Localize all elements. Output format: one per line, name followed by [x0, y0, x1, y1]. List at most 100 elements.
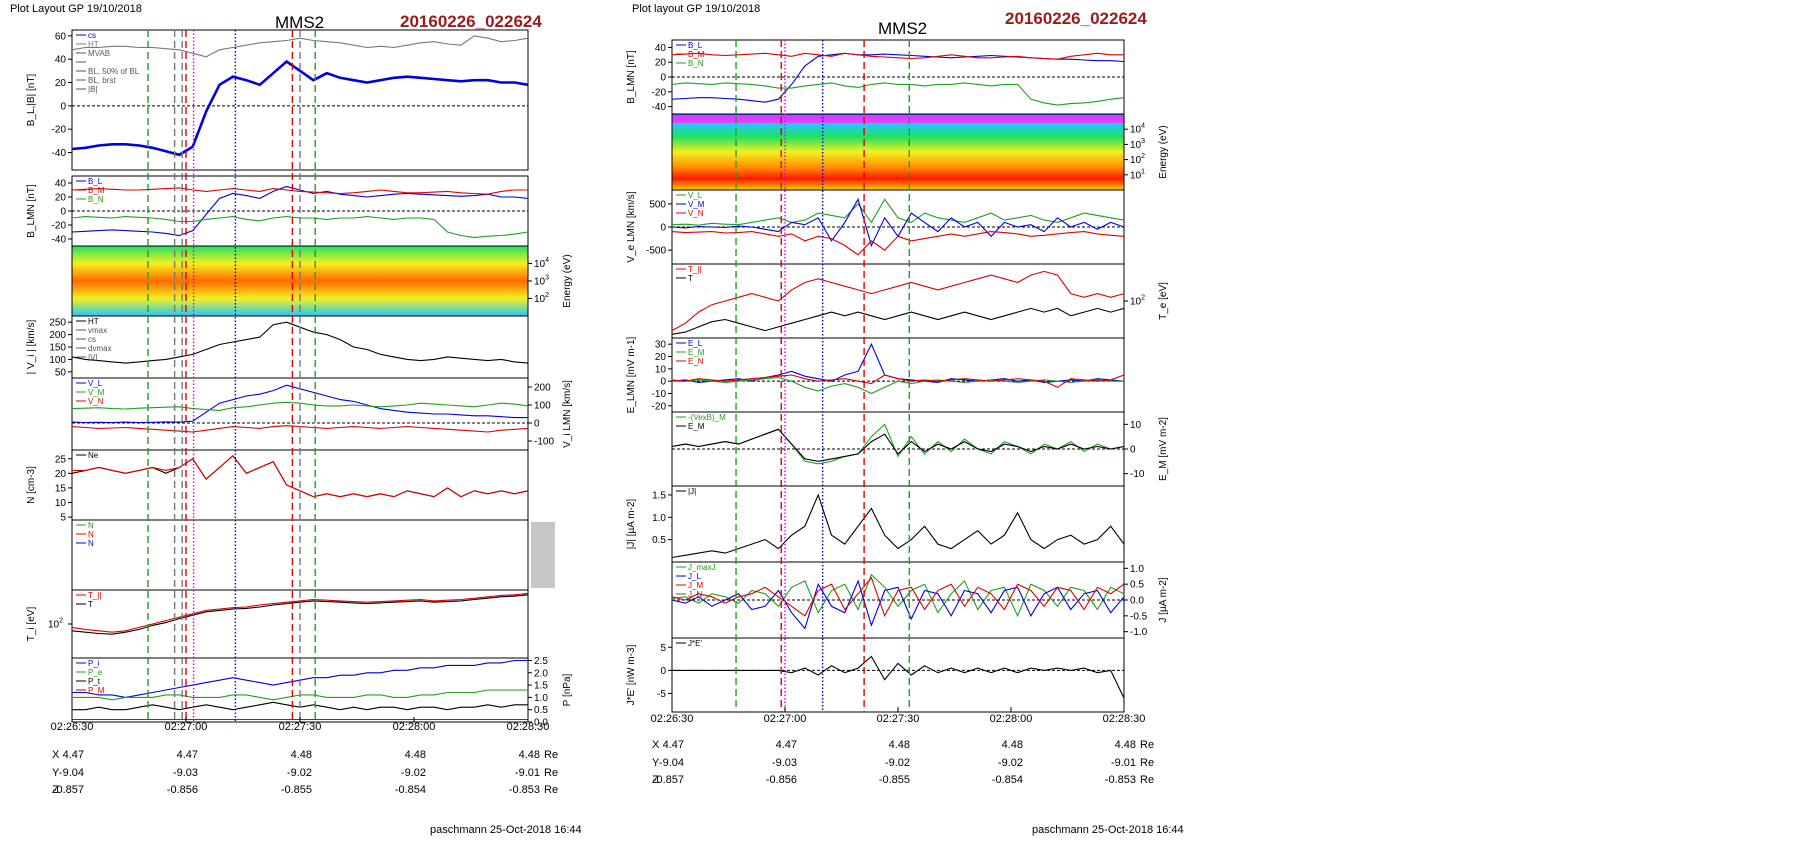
right-panel-8-frame	[671, 637, 1125, 713]
left-ephemeris-value: -0.856	[167, 784, 198, 796]
right-panel-0-ytick-label: -20	[652, 87, 667, 98]
right-header: Plot layout GP 19/10/2018	[632, 3, 760, 15]
right-panel-6-legend-label: |J|	[688, 487, 696, 496]
left-ephemeris-value: 4.48	[291, 749, 312, 761]
right-ephemeris-value: -9.02	[885, 757, 910, 769]
right-panel-5-ytick-label: 10	[1130, 420, 1142, 431]
right-panel-0-legend-label: B_N	[688, 59, 704, 68]
right-panel-7-series-red	[671, 576, 1125, 618]
left-ephemeris-value: -9.04	[59, 767, 84, 779]
right-panel-1-ytick-label: 103	[1130, 138, 1145, 151]
right-panel-1-ytick-label: 101	[1130, 168, 1145, 181]
right-panel-6-ytick-label: 1.5	[652, 490, 666, 501]
left-panel-0-ylabel: B_L,|B| [nT]	[26, 74, 37, 127]
right-panel-5-ytick-label: -10	[1130, 469, 1145, 480]
left-panel-5-ytick-label: 5	[60, 513, 66, 524]
left-panel-0-ytick-label: 40	[55, 55, 67, 66]
left-ephemeris-unit: Re	[544, 784, 558, 796]
left-ephemeris-value: 4.47	[177, 749, 198, 761]
right-panel-7-legend-label: J_maxJ	[688, 563, 716, 572]
left-event-title: 20160226_022624	[400, 12, 542, 31]
left-panel-5-ytick-label: 10	[55, 498, 67, 509]
left-panel-1-ytick-label: 0	[60, 207, 66, 218]
left-panel-8-ytick-label: 0.0	[534, 718, 548, 729]
left-ephemeris-unit: Re	[544, 749, 558, 761]
left-panel-0-legend-label: |B|	[88, 85, 98, 94]
left-panel-0-ytick-label: 20	[55, 78, 67, 89]
right-ephemeris-value: -9.03	[772, 757, 797, 769]
left-ephemeris-value: -9.01	[515, 767, 540, 779]
right-panel-0-ytick-label: 40	[655, 43, 667, 54]
right-ephemeris-unit: Re	[1140, 757, 1154, 769]
left-panel-4-ytick-label: 100	[534, 401, 551, 412]
left-xtick-label: 02:27:30	[279, 721, 322, 733]
right-panel-7-ytick-label: -1.0	[1130, 627, 1148, 638]
right-panel-7-ytick-label: 0.5	[1130, 580, 1144, 591]
right-panel-4-ytick-label: 10	[655, 364, 667, 375]
right-ephemeris-value: 4.48	[889, 739, 910, 751]
right-panel-0-ytick-label: 0	[660, 73, 666, 84]
right-ephemeris-value: -0.857	[653, 774, 684, 786]
right-ephemeris-value: -9.04	[659, 757, 684, 769]
left-panel-7-legend-label: T	[88, 600, 93, 609]
left-panel-8-ytick-label: 2.0	[534, 668, 548, 679]
left-panel-4-legend-label: V_L	[88, 379, 103, 388]
right-panel-7-ytick-label: 0.0	[1130, 596, 1144, 607]
left-ephemeris-value: -9.03	[173, 767, 198, 779]
left-panel-1-ytick-label: 20	[55, 193, 67, 204]
left-xtick-label: 02:28:30	[507, 721, 550, 733]
left-panel-2-ylabel: Energy (eV)	[562, 254, 573, 307]
right-panel-4-legend-label: E_N	[688, 357, 704, 366]
left-panel-2-ytick-label: 104	[534, 257, 549, 270]
left-panel-3-ytick-label: 50	[55, 367, 67, 378]
right-footer: paschmann 25-Oct-2018 16:44	[1032, 824, 1184, 836]
left-panel-1-ylabel: B_LMN [nT]	[26, 184, 37, 238]
right-panel-2-legend-label: V_L	[688, 191, 703, 200]
left-panel-8-legend-label: P_t	[88, 677, 101, 686]
right-panel-2-legend-label: V_N	[688, 209, 704, 218]
right-panel-4-series-red	[671, 374, 1125, 388]
right-panel-2-ytick-label: 0	[660, 223, 666, 234]
right-panel-2-ytick-label: -500	[646, 246, 666, 257]
left-panel-2-spectrogram	[72, 246, 528, 316]
right-panel-3-series-red	[671, 270, 1125, 332]
right-panel-1-saturation-band	[672, 115, 1124, 123]
right-ephemeris-label: Y	[652, 757, 660, 769]
right-panel-2-series-red	[671, 231, 1125, 256]
right-panel-8-legend-label: J*E'	[688, 639, 702, 648]
left-panel-5-ytick-label: 15	[55, 483, 67, 494]
left-ephemeris-value: 4.48	[405, 749, 426, 761]
left-panel-0-legend-label: BL, brst	[88, 76, 116, 85]
left-panel-8-ytick-label: 2.5	[534, 656, 548, 667]
left-panel-0-ytick-label: 60	[55, 31, 67, 42]
right-ephemeris-value: -9.01	[1111, 757, 1136, 769]
right-ephemeris-value: 4.47	[776, 739, 797, 751]
right-xtick-label: 02:26:30	[651, 713, 694, 725]
right-panel-1-ylabel: Energy (eV)	[1158, 125, 1169, 178]
left-panel-5-series-red	[72, 455, 529, 498]
left-panel-6-legend-label: N	[88, 530, 94, 539]
right-panel-0-series-green	[671, 82, 1125, 106]
right-panel-7-ytick-label: -0.5	[1130, 611, 1148, 622]
left-ephemeris-value: -0.855	[281, 784, 312, 796]
left-panel-0-legend-label: BL, 50% of BL	[88, 67, 140, 76]
right-ephemeris-value: -9.02	[998, 757, 1023, 769]
right-ephemeris-value: -0.856	[766, 774, 797, 786]
left-panel-0-ytick-label: 0	[60, 101, 66, 112]
right-panel-0-series-blue	[671, 52, 1125, 103]
right-panel-4-series-blue	[671, 342, 1125, 383]
left-panel-1-legend-label: B_L	[88, 177, 103, 186]
right-ephemeris-value: -0.853	[1105, 774, 1136, 786]
right-panel-4-legend-label: E_L	[688, 339, 703, 348]
right-panel-8-ytick-label: -5	[657, 689, 666, 700]
left-panel-5-legend-label: Ne	[88, 451, 99, 460]
right-panel-4-series-green	[672, 376, 1124, 395]
right-panel-4-ylabel: E_LMN [mV m-1]	[626, 336, 637, 413]
right-panel-4-ytick-label: 0	[660, 377, 666, 388]
left-ephemeris-value: -0.853	[509, 784, 540, 796]
right-event-title: 20160226_022624	[1005, 9, 1147, 28]
left-panel-0-ytick-label: -40	[52, 148, 67, 159]
left-panel-8-legend-label: P_M	[88, 686, 105, 695]
right-panel-3-ytick-label: 102	[1130, 295, 1145, 308]
right-panel-2-ytick-label: 500	[649, 199, 666, 210]
